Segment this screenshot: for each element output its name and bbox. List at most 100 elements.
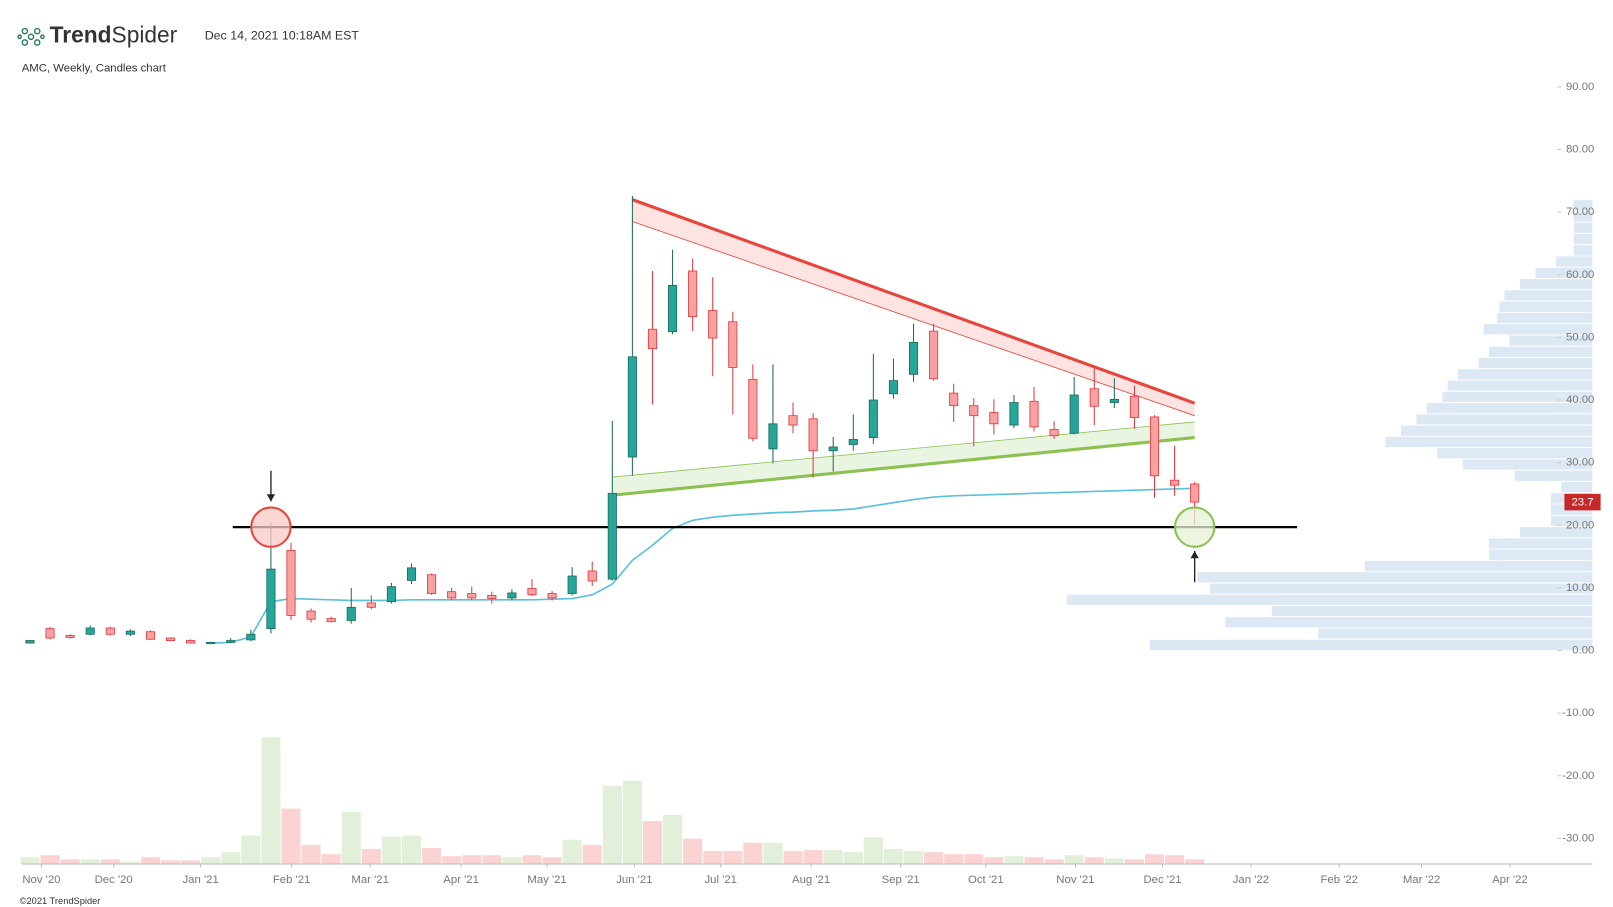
- candle-body: [406, 567, 417, 581]
- y-tick-label: 20.00: [1566, 519, 1594, 531]
- trend-line: [631, 198, 1196, 405]
- y-tick-label: 50.00: [1566, 331, 1594, 343]
- y-tick-label: 80.00: [1566, 144, 1594, 156]
- volume-bar: [743, 842, 763, 864]
- volume-profile-bar: [1416, 414, 1593, 425]
- x-tick-label: Jun '21: [616, 874, 652, 886]
- volume-profile-bar: [1478, 357, 1593, 369]
- candle-body: [668, 284, 678, 333]
- candle-body: [226, 640, 236, 643]
- y-tick-label: -30.00: [1562, 832, 1594, 844]
- volume-bar: [723, 851, 743, 864]
- candle-body: [788, 415, 798, 426]
- price-tag-label: 23.7: [1571, 497, 1593, 509]
- volume-bar: [803, 850, 823, 864]
- volume-profile-bar: [1463, 459, 1593, 470]
- y-tick-label: 60.00: [1566, 269, 1594, 281]
- candle-body: [487, 595, 497, 599]
- volume-profile-bar: [1573, 211, 1593, 222]
- arrow-head: [1190, 550, 1199, 559]
- x-tick-label: Dec '20: [95, 874, 133, 886]
- candle-body: [507, 592, 517, 599]
- volume-profile-bar: [1364, 560, 1593, 572]
- volume-bar: [321, 854, 341, 864]
- candle-body: [527, 588, 537, 596]
- candle-body: [45, 628, 55, 639]
- volume-bar: [542, 857, 562, 864]
- candle-body: [105, 627, 115, 635]
- candle-body: [607, 492, 617, 580]
- volume-profile-bar: [1271, 605, 1593, 617]
- volume-profile-bar: [1556, 256, 1593, 267]
- volume-bar: [944, 854, 964, 864]
- candle-body: [1129, 395, 1139, 418]
- volume-profile-bar: [1197, 572, 1593, 583]
- volume-bar: [281, 808, 301, 864]
- candle-body: [868, 399, 878, 439]
- volume-bar: [201, 857, 221, 864]
- candle-body: [929, 330, 939, 380]
- volume-profile-bar: [1535, 267, 1593, 279]
- volume-bar: [823, 850, 843, 864]
- volume-bar: [181, 860, 201, 864]
- volume-profile-bar: [1426, 403, 1593, 414]
- volume-bar: [1165, 855, 1185, 864]
- volume-bar: [1124, 859, 1144, 864]
- candle-body: [768, 423, 778, 450]
- y-tick-label: 30.00: [1566, 457, 1594, 469]
- candle-body: [386, 586, 396, 603]
- volume-bar: [1064, 855, 1084, 864]
- candle-body: [647, 328, 658, 350]
- volume-bar: [984, 857, 1004, 864]
- candle-body: [286, 549, 296, 616]
- candle-body: [266, 568, 276, 630]
- volume-profile-bar: [1509, 335, 1593, 346]
- volume-bar: [442, 856, 462, 864]
- volume-bar: [241, 835, 261, 864]
- volume-profile-bar: [1514, 470, 1593, 481]
- volume-profile-bar: [1573, 245, 1593, 256]
- candle-body: [165, 637, 176, 641]
- candle-body: [186, 640, 196, 644]
- candle-body: [326, 618, 336, 623]
- volume-bar: [301, 844, 321, 864]
- volume-profile-bar: [1519, 527, 1593, 538]
- candle-body: [346, 606, 356, 621]
- candle-body: [306, 610, 316, 620]
- candle-body: [1089, 388, 1099, 407]
- candle-body: [1029, 400, 1039, 428]
- volume-profile-bar: [1550, 515, 1593, 527]
- volume-bar: [1024, 857, 1044, 864]
- volume-profile-bar: [1573, 200, 1593, 211]
- candle-body: [447, 591, 457, 599]
- volume-bar: [562, 839, 582, 864]
- volume-bar: [783, 851, 803, 864]
- candle-body: [728, 321, 738, 368]
- volume-bar: [20, 857, 40, 864]
- candle-body: [246, 633, 256, 641]
- volume-profile-bar: [1318, 628, 1593, 639]
- volume-bar: [160, 860, 181, 864]
- candle-body: [587, 570, 597, 582]
- volume-bar: [924, 852, 944, 864]
- volume-bar: [120, 861, 140, 864]
- candle-body: [969, 405, 979, 417]
- volume-bar: [502, 857, 522, 864]
- volume-profile-bar: [1488, 538, 1593, 549]
- timestamp: Dec 14, 2021 10:18AM EST: [205, 29, 360, 43]
- volume-profile-bar: [1573, 233, 1593, 245]
- candle-body: [567, 575, 577, 594]
- candle-body: [808, 418, 818, 452]
- candle-body: [125, 630, 135, 635]
- volume-bar: [462, 855, 482, 864]
- volume-bar: [1104, 858, 1124, 864]
- x-tick-label: Oct '21: [968, 874, 1004, 886]
- brand: TrendSpider: [50, 21, 178, 47]
- volume-bar: [422, 847, 442, 864]
- candle-body: [427, 574, 437, 594]
- y-tick-label: 70.00: [1566, 206, 1594, 218]
- volume-bar: [763, 842, 783, 864]
- volume-bar: [381, 836, 401, 864]
- x-tick-label: Feb '21: [273, 874, 311, 886]
